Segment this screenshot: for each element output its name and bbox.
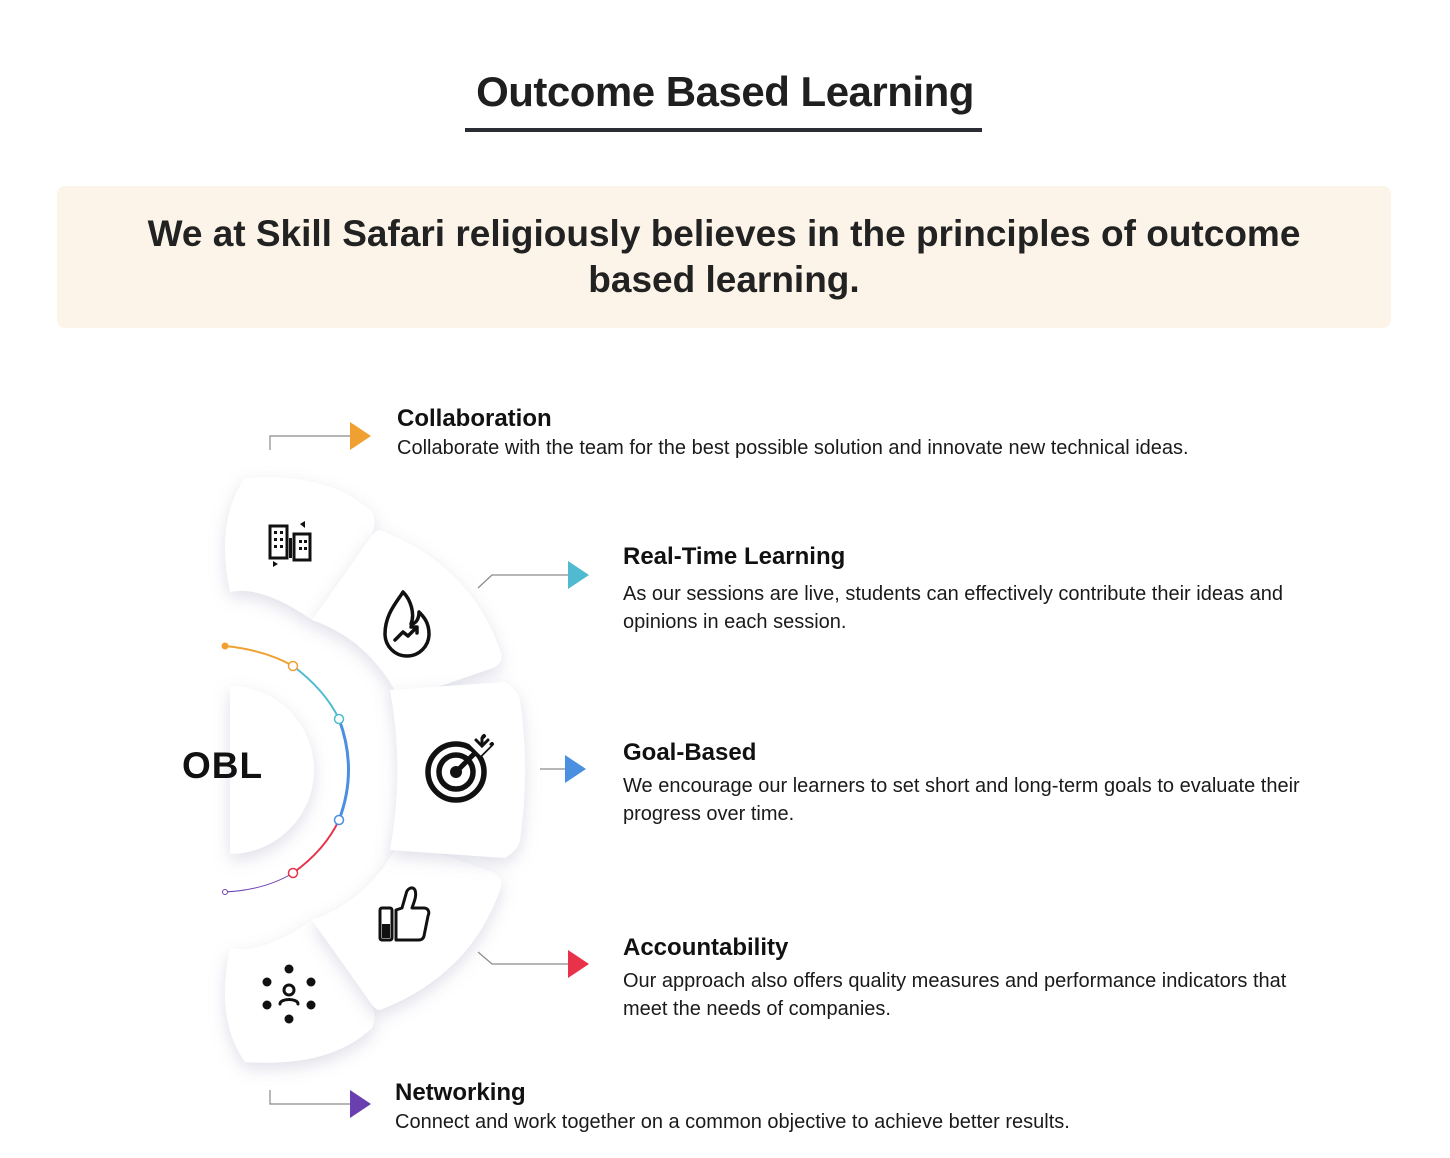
target-icon <box>425 734 494 803</box>
connector-collaboration <box>269 435 350 450</box>
hub-label: OBL <box>181 745 264 786</box>
petal-accountability <box>312 840 502 1010</box>
connector-accountability <box>477 951 568 965</box>
connector-networking <box>269 1090 350 1105</box>
arc-node-1 <box>287 660 299 672</box>
item-networking: Networking Connect and work together on … <box>395 1078 1395 1136</box>
petal-networking <box>225 920 375 1063</box>
item-title: Accountability <box>623 934 789 961</box>
item-description: As our sessions are live, students can e… <box>623 583 1283 633</box>
arrowhead-goal <box>565 755 586 783</box>
item-goal-based: Goal-Based We encourage our learners to … <box>623 738 1303 828</box>
item-title: Goal-Based <box>623 739 757 766</box>
arc-node-4 <box>287 867 299 879</box>
item-description: Collaborate with the team for the best p… <box>397 437 1189 459</box>
arc-dot-start <box>221 642 229 650</box>
connector-real-time <box>477 574 568 589</box>
item-accountability: Accountability Our approach also offers … <box>623 933 1303 1023</box>
arc-segment-blue <box>337 718 350 821</box>
arrowhead-accountability <box>568 950 589 978</box>
flame-trend-icon <box>383 590 431 658</box>
thumbs-up-icon <box>378 886 431 942</box>
item-title: Networking <box>395 1079 526 1106</box>
page-title: Outcome Based Learning <box>476 68 974 115</box>
arrowhead-real-time <box>568 561 589 589</box>
item-description: We encourage our learners to set short a… <box>623 775 1300 825</box>
arc-node-3 <box>333 814 345 826</box>
item-title: Collaboration <box>397 405 552 432</box>
arc-segment-orange <box>224 645 294 667</box>
building-icon <box>268 521 312 567</box>
arc-segment-purple <box>224 872 294 893</box>
petal-real-time <box>312 530 502 700</box>
title-underline <box>465 128 982 132</box>
people-network-icon <box>262 964 316 1024</box>
banner-text: We at Skill Safari religiously believes … <box>147 213 1301 300</box>
hub-circle <box>230 686 314 854</box>
item-collaboration: Collaboration Collaborate with the team … <box>397 404 1397 462</box>
arc-segment-red <box>292 819 340 874</box>
arc-node-2 <box>333 713 345 725</box>
arrowhead-networking <box>350 1090 371 1118</box>
item-title: Real-Time Learning <box>623 543 846 570</box>
arc-dot-end <box>222 889 228 895</box>
intro-banner: We at Skill Safari religiously believes … <box>57 186 1391 328</box>
arc-segment-teal <box>292 665 340 720</box>
item-description: Connect and work together on a common ob… <box>395 1111 1070 1133</box>
item-real-time-learning: Real-Time Learning As our sessions are l… <box>623 542 1303 636</box>
arrowhead-collaboration <box>350 422 371 450</box>
item-description: Our approach also offers quality measure… <box>623 970 1287 1020</box>
